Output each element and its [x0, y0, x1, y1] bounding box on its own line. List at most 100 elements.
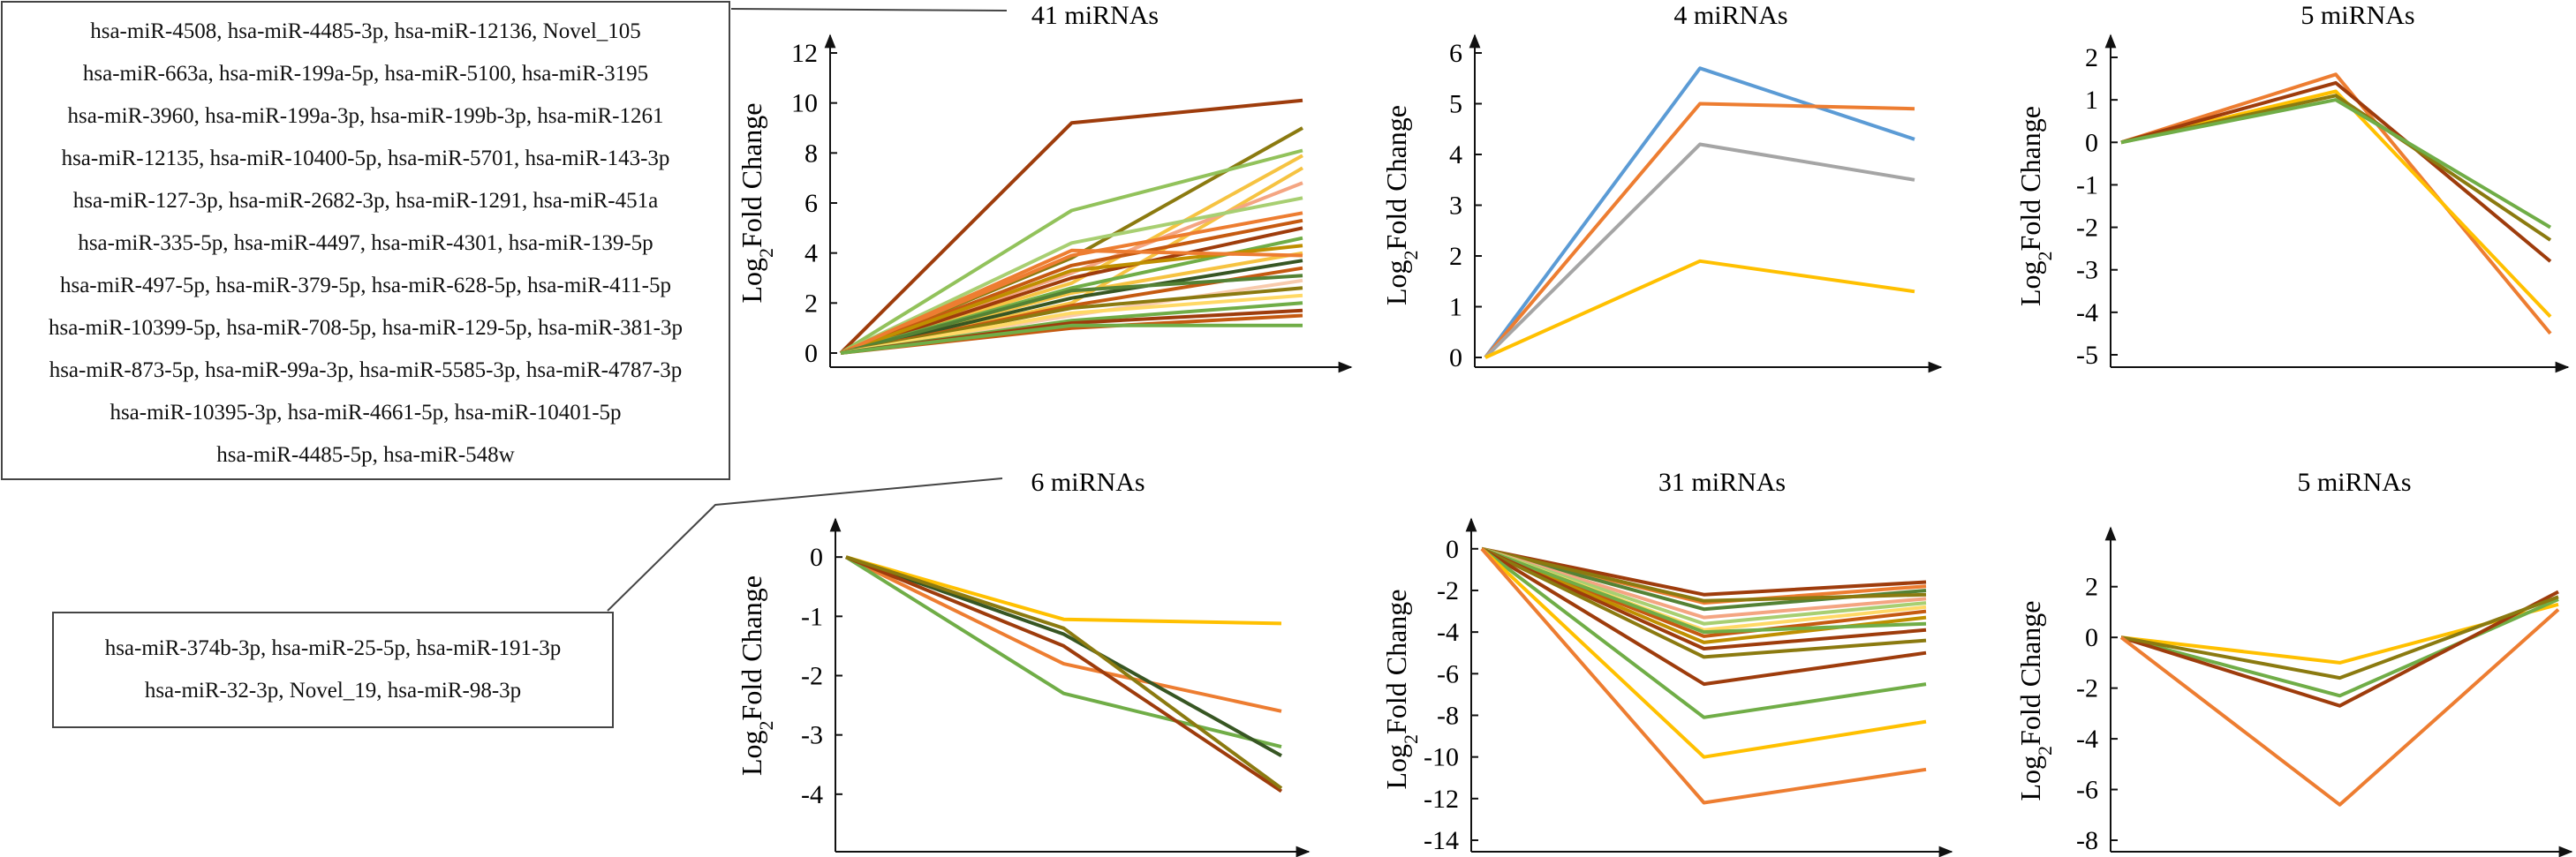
y-axis-label: Log2Fold Change: [2014, 601, 2056, 801]
series-line-s13: [1480, 547, 1927, 687]
series-line-s15: [1480, 547, 1927, 759]
y-tick-label: -14: [1424, 826, 1459, 855]
series-line-s2: [845, 555, 1282, 713]
panel-title: 31 miRNAs: [1658, 468, 1786, 497]
y-tick-label: -2: [2076, 214, 2098, 243]
list-item: hsa-miR-3960, hsa-miR-199a-3p, hsa-miR-1…: [67, 104, 664, 128]
panel-2: 0 1 2 3 4 5 6 4 miRNAs Log2Fold Change: [1380, 1, 1943, 373]
y-axis-label: Log2Fold Change: [2014, 106, 2056, 306]
y-tick-label: 6: [805, 189, 818, 218]
y-tick-label: -4: [1437, 618, 1459, 647]
y-tick-label: 0: [1446, 535, 1459, 564]
panel-title: 6 miRNAs: [1031, 468, 1144, 497]
series-line-s3: [1484, 142, 1915, 359]
y-tick-label: -3: [801, 721, 823, 750]
list-item: hsa-miR-663a, hsa-miR-199a-5p, hsa-miR-5…: [82, 62, 649, 86]
y-tick-label: -12: [1424, 785, 1459, 814]
list-item: hsa-miR-12135, hsa-miR-10400-5p, hsa-miR…: [61, 147, 670, 170]
y-tick-label: -6: [2076, 776, 2098, 805]
y-tick-label: 0: [2085, 128, 2098, 157]
y-tick-label: -1: [801, 602, 823, 631]
y-tick-label: 0: [810, 543, 823, 572]
list-item: hsa-miR-32-3p, Novel_19, hsa-miR-98-3p: [144, 679, 522, 703]
list-item: hsa-miR-4508, hsa-miR-4485-3p, hsa-miR-1…: [90, 19, 641, 43]
panel-4: -4 -3 -2 -1 0 6 miRNAs Log2Fold Change: [736, 468, 1311, 857]
series-line-s6: [1481, 546, 1927, 626]
y-tick-label: 1: [2085, 86, 2098, 115]
y-axis-label: Log2Fold Change: [736, 575, 777, 776]
list-item: hsa-miR-10399-5p, hsa-miR-708-5p, hsa-mi…: [49, 316, 683, 340]
series-line-s11: [1481, 546, 1927, 650]
panel-title: 5 miRNAs: [2300, 1, 2414, 30]
y-tick-label: -5: [2076, 341, 2098, 370]
panel-title: 5 miRNAs: [2297, 468, 2411, 497]
list-item: hsa-miR-4485-5p, hsa-miR-548w: [216, 443, 515, 467]
series-line-s14: [1480, 547, 1927, 719]
series-line-s4: [2120, 94, 2552, 242]
panel-6: -8 -6 -4 -2 0 2 5 miRNAs Log2Fold Change: [2014, 468, 2573, 857]
panel-1: 0 2 4 6 8 10 12 41 miRNAs Log2Fold Change: [736, 1, 1353, 373]
series-line-s16: [1480, 547, 1927, 805]
y-tick-label: 3: [1449, 192, 1462, 221]
series-line-s10: [1481, 546, 1927, 635]
series-line-s1: [1484, 66, 1915, 359]
series-line-s14: [840, 259, 1303, 355]
series-line-s5: [2119, 608, 2560, 807]
y-tick-label: 0: [1449, 343, 1462, 372]
series-line-s4: [1481, 546, 1927, 603]
list-item: hsa-miR-374b-3p, hsa-miR-25-5p, hsa-miR-…: [104, 636, 562, 660]
y-tick-label: -2: [801, 662, 823, 691]
y-axis-label: Log2Fold Change: [736, 103, 777, 304]
list-item: hsa-miR-873-5p, hsa-miR-99a-3p, hsa-miR-…: [49, 358, 683, 382]
y-tick-label: 6: [1449, 39, 1462, 68]
y-tick-label: 0: [2085, 623, 2098, 652]
panel-title: 41 miRNAs: [1031, 1, 1159, 30]
series-line-s6: [845, 555, 1283, 790]
y-tick-label: -10: [1424, 743, 1459, 772]
y-tick-label: 5: [1449, 90, 1462, 119]
y-tick-label: 2: [805, 289, 818, 318]
series-line-s4: [2120, 595, 2559, 680]
series-line-s12: [1481, 547, 1927, 659]
callout-line-top: [730, 8, 1008, 11]
y-tick-label: 2: [1449, 242, 1462, 271]
panel-3: -5 -4 -3 -2 -1 0 1 2 5 miRNAs Log2Fold Change: [2014, 1, 2570, 373]
series-line-s15: [840, 248, 1303, 355]
callout-line-bottom: [607, 477, 1003, 612]
series-line-s2: [1484, 101, 1915, 359]
y-tick-label: 2: [2085, 43, 2098, 72]
y-tick-label: 4: [805, 239, 818, 268]
y-tick-label: -2: [2076, 674, 2098, 703]
series-line-s2: [2120, 598, 2559, 698]
series-line-s3: [839, 148, 1303, 355]
list-item: hsa-miR-10395-3p, hsa-miR-4661-5p, hsa-m…: [110, 401, 622, 425]
top-mirna-list-box: hsa-miR-4508, hsa-miR-4485-3p, hsa-miR-1…: [1, 1, 730, 480]
series-line-s20: [840, 293, 1303, 355]
series-line-s4: [1484, 259, 1915, 359]
panel-title: 4 miRNAs: [1673, 1, 1787, 30]
series-line-s1: [839, 98, 1303, 355]
series-line-s24: [840, 323, 1303, 355]
y-tick-label: 0: [805, 339, 818, 368]
y-tick-label: 2: [2085, 573, 2098, 602]
series-line-s17: [840, 274, 1303, 355]
series-line-s1: [845, 555, 1282, 626]
series-line-s3: [2120, 80, 2552, 263]
series-line-s4: [845, 555, 1282, 757]
series-line-s3: [2120, 590, 2559, 708]
y-tick-label: -1: [2076, 170, 2098, 199]
series-line-s5: [2120, 98, 2552, 229]
y-tick-label: -3: [2076, 256, 2098, 285]
bottom-mirna-list-box: hsa-miR-374b-3p, hsa-miR-25-5p, hsa-miR-…: [52, 612, 614, 728]
y-tick-label: -6: [1437, 659, 1459, 688]
series-line-s5: [1481, 546, 1927, 620]
series-line-s1: [1481, 546, 1927, 597]
y-axis-label: Log2Fold Change: [1380, 105, 1422, 305]
series-line-s7: [840, 196, 1303, 355]
y-tick-label: -4: [2076, 725, 2098, 754]
y-tick-label: -2: [1437, 576, 1459, 605]
y-tick-label: -8: [1437, 701, 1459, 730]
list-item: hsa-miR-497-5p, hsa-miR-379-5p, hsa-miR-…: [59, 274, 672, 297]
y-tick-label: 4: [1449, 140, 1462, 169]
